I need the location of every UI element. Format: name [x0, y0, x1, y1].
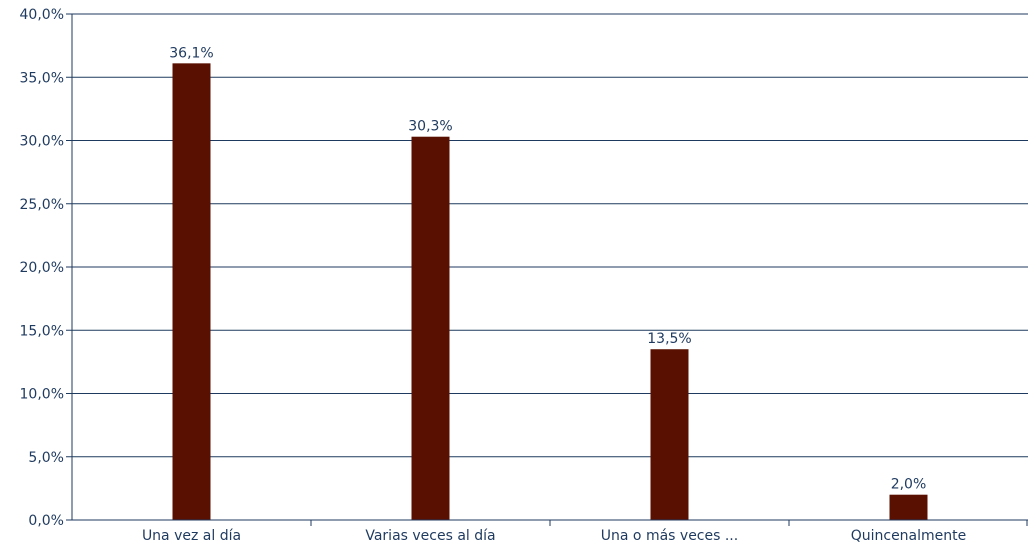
bars — [172, 63, 928, 521]
bar — [889, 494, 928, 520]
y-tick-label: 40,0% — [20, 7, 64, 23]
y-tick-label: 10,0% — [20, 387, 64, 403]
bar — [411, 136, 450, 520]
data-label: 13,5% — [647, 331, 691, 347]
bar — [650, 349, 689, 520]
y-axis-tick-labels: 0,0% 5,0% 10,0% 15,0% 20,0% 25,0% 30,0% 35,0% 40… — [20, 7, 72, 529]
data-labels: 36,1% 30,3% 13,5% 2,0% — [169, 45, 926, 492]
x-axis-category-labels: Una vez al día Varias veces al día Una o m… — [142, 528, 966, 544]
x-category-label: Una vez al día — [142, 528, 241, 544]
x-axis — [66, 14, 1028, 526]
x-category-label: Una o más veces ... — [601, 528, 738, 544]
bar — [172, 63, 211, 521]
y-tick-label: 5,0% — [28, 450, 64, 466]
data-label: 2,0% — [891, 477, 927, 493]
y-tick-label: 30,0% — [20, 134, 64, 150]
y-tick-label: 15,0% — [20, 323, 64, 339]
x-category-label: Varias veces al día — [365, 528, 495, 544]
y-tick-label: 25,0% — [20, 197, 64, 213]
data-label: 30,3% — [408, 119, 452, 135]
gridlines — [72, 13, 1028, 458]
x-category-label: Quincenalmente — [851, 528, 967, 544]
y-tick-label: 20,0% — [20, 260, 64, 276]
y-tick-label: 35,0% — [20, 70, 64, 86]
y-tick-label: 0,0% — [28, 513, 64, 529]
data-label: 36,1% — [169, 45, 213, 61]
